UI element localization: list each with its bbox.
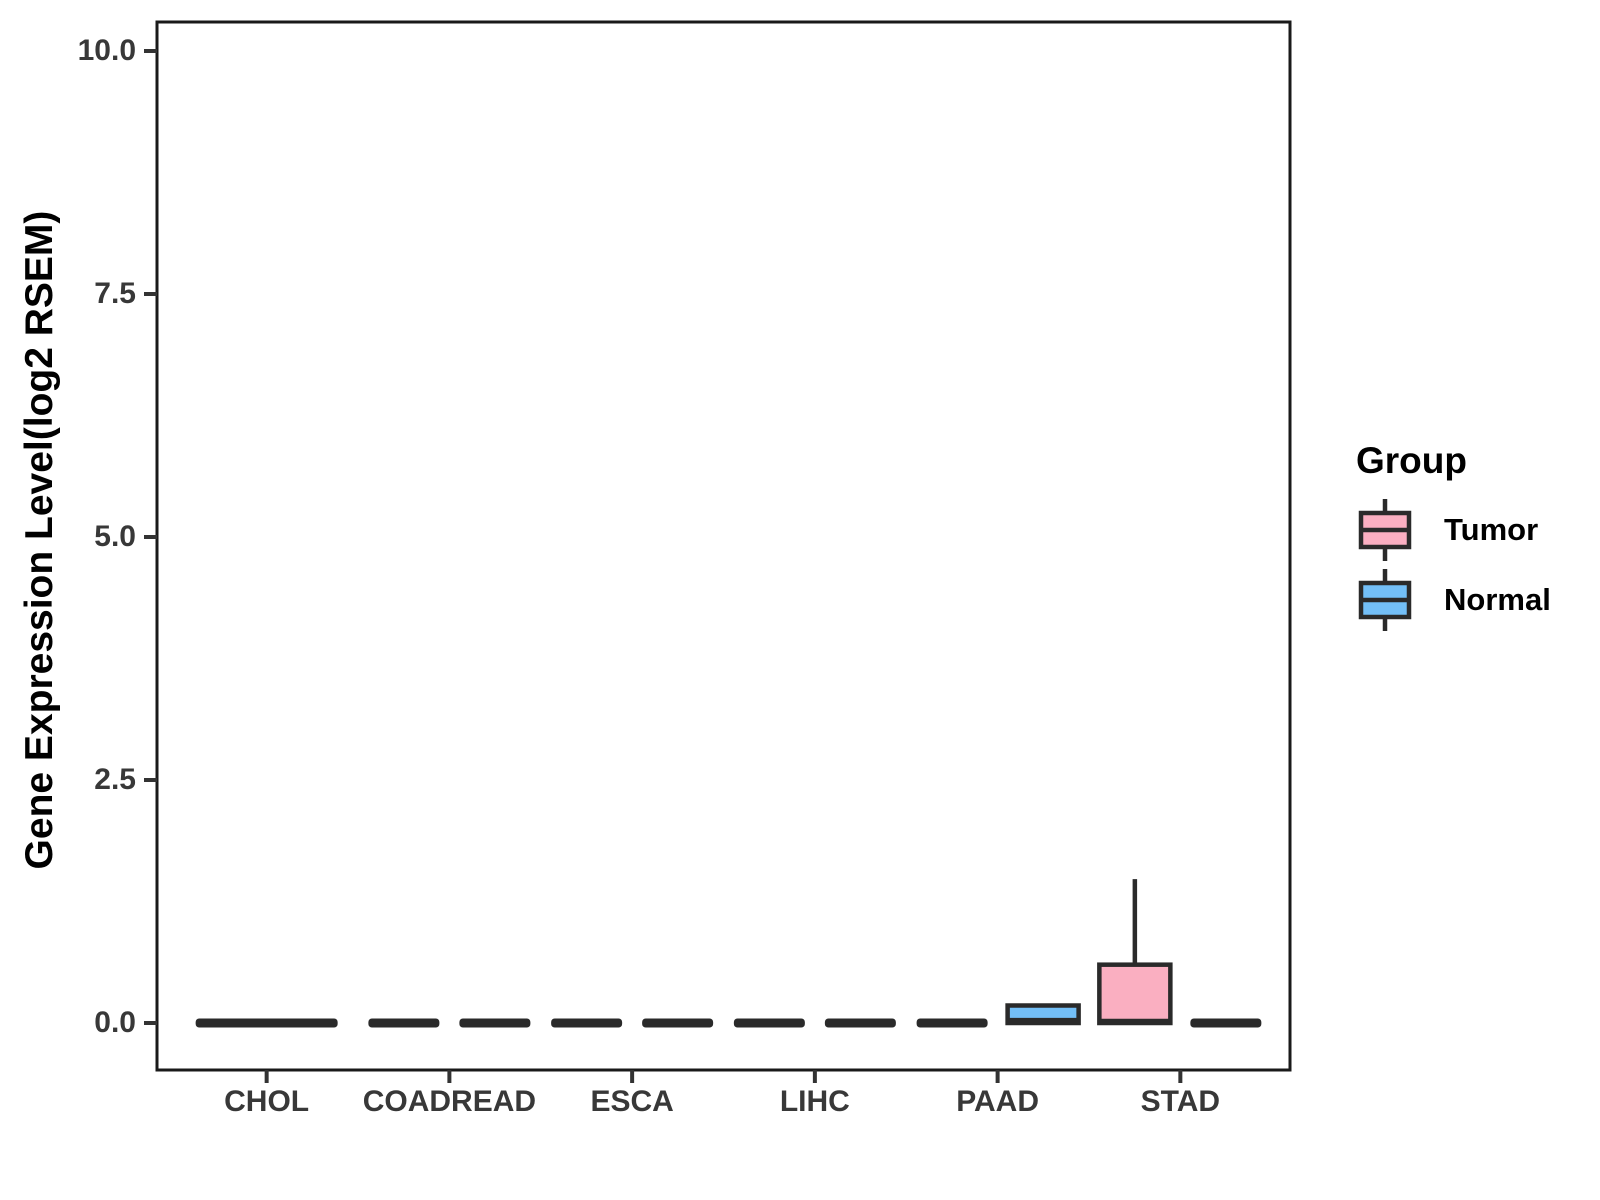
plot-panel xyxy=(155,20,1292,1072)
y-axis-title: Gene Expression Level(log2 RSEM) xyxy=(18,210,61,870)
x-axis-label-coadread: COADREAD xyxy=(363,1085,536,1118)
flat-box-lihc-normal xyxy=(824,1018,896,1028)
boxplot-key-tumor-icon xyxy=(1358,499,1412,561)
legend-label-tumor: Tumor xyxy=(1444,512,1539,547)
legend-label-normal: Normal xyxy=(1444,582,1551,617)
y-axis-tick-label: 0.0 xyxy=(94,1006,136,1039)
y-axis-tick-label: 5.0 xyxy=(94,520,136,553)
legend-item-normal: Normal xyxy=(1356,566,1551,634)
flat-box-paad-tumor xyxy=(916,1018,988,1028)
flat-box-stad-normal xyxy=(1190,1018,1262,1028)
box-stad-tumor xyxy=(1097,962,1173,1026)
legend-item-tumor: Tumor xyxy=(1356,496,1551,564)
x-axis-label-chol: CHOL xyxy=(224,1085,309,1118)
y-axis-tick-label: 2.5 xyxy=(94,763,136,796)
flat-box-coadread-normal xyxy=(459,1018,531,1028)
x-axis-label-esca: ESCA xyxy=(590,1085,673,1118)
x-axis-label-stad: STAD xyxy=(1141,1085,1220,1118)
legend: Group Tumor Normal xyxy=(1356,440,1551,634)
y-axis-tick-label: 7.5 xyxy=(94,277,136,310)
boxplot-key-normal-icon xyxy=(1358,569,1412,631)
flat-box-lihc-tumor xyxy=(733,1018,805,1028)
x-axis-label-paad: PAAD xyxy=(956,1085,1039,1118)
x-axis-label-lihc: LIHC xyxy=(780,1085,850,1118)
legend-title: Group xyxy=(1356,440,1467,481)
y-axis-tick-label: 10.0 xyxy=(78,34,136,67)
flat-box-esca-normal xyxy=(642,1018,714,1028)
flat-box-esca-tumor xyxy=(551,1018,623,1028)
flat-box-chol-tumor xyxy=(195,1018,338,1028)
flat-box-coadread-tumor xyxy=(368,1018,440,1028)
